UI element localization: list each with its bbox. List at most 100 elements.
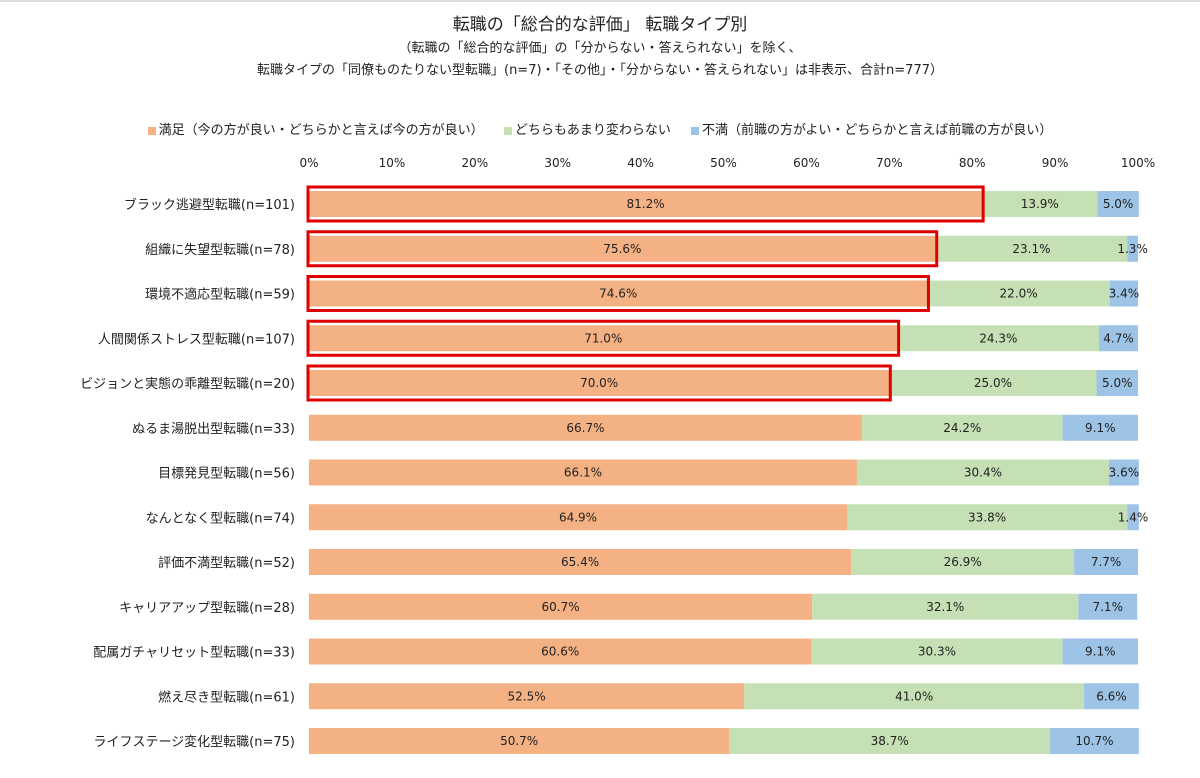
highlight-box: [306, 275, 930, 312]
highlight-box: [306, 364, 892, 402]
data-label: 32.1%: [926, 600, 964, 614]
bar-segment: [1074, 549, 1138, 575]
legend: 満足（今の方が良い・どちらかと言えば今の方が良い） どちらもあまり変わらない 不…: [0, 119, 1200, 138]
category-label: 目標発見型転職(n=56): [158, 467, 295, 482]
bar-segment: [309, 191, 983, 217]
bar-segment: [309, 549, 852, 575]
highlight-box: [306, 230, 939, 268]
bar-segment: [1108, 459, 1139, 486]
category-label: ブラック逃避型転職(n=101): [124, 197, 295, 213]
data-label: 6.6%: [1096, 689, 1127, 703]
data-label: 74.6%: [599, 287, 637, 301]
category-label: なんとなく型転職(n=74): [146, 511, 295, 526]
legend-swatch: [690, 126, 699, 135]
bar-segment: [861, 414, 1063, 441]
bar-segment: [1109, 280, 1138, 307]
data-label: 70.0%: [580, 376, 618, 390]
legend-label: どちらもあまり変わらない: [514, 123, 671, 138]
data-label: 3.4%: [1109, 287, 1140, 301]
data-label: 66.1%: [564, 466, 602, 480]
data-label: 10.7%: [1075, 734, 1113, 748]
x-tick-label: 70%: [876, 156, 903, 170]
bar-segment: [1127, 235, 1138, 262]
x-tick-label: 80%: [959, 156, 986, 170]
bar-segment: [309, 593, 813, 620]
bar-segment: [1084, 683, 1139, 710]
category-label: 燃え尽き型転職(n=61): [158, 689, 295, 705]
category-label: 人間関係ストレス型転職(n=107): [98, 332, 295, 347]
data-label: 24.2%: [943, 421, 981, 435]
x-tick-label: 100%: [1121, 156, 1155, 170]
data-label: 33.8%: [968, 510, 1006, 524]
bar-segment: [729, 728, 1051, 754]
category-label: ライフステージ変化型転職(n=75): [93, 734, 295, 750]
data-label: 30.4%: [964, 466, 1002, 480]
highlight-box: [306, 185, 985, 223]
x-tick-label: 60%: [793, 156, 820, 170]
data-label: 9.1%: [1085, 645, 1116, 659]
data-label: 7.1%: [1092, 600, 1123, 614]
legend-item-dissatisfied: 不満（前職の方がよい・どちらかと言えば前職の方が良い）: [690, 119, 1053, 138]
chart-subtitle-2: 転職タイプの「同僚ものたりない型転職」(n=7)・「その他」・「分からない・答え…: [257, 63, 943, 78]
bar-segment: [1078, 593, 1138, 620]
category-label: ぬるま湯脱出型転職(n=33): [132, 422, 295, 437]
bar-segment: [812, 593, 1079, 620]
bar-segment: [935, 235, 1128, 262]
x-tick-label: 10%: [379, 156, 406, 170]
bar-segment: [1062, 414, 1138, 441]
bar-segment: [1096, 370, 1138, 396]
bar-segment: [309, 370, 890, 396]
bar-segment: [1099, 325, 1138, 352]
legend-label: 不満（前職の方がよい・どちらかと言えば前職の方が良い）: [701, 123, 1053, 138]
x-tick-label: 90%: [1042, 156, 1069, 170]
bar-segment: [309, 414, 862, 441]
data-label: 23.1%: [1012, 242, 1050, 256]
bar-segment: [309, 683, 745, 710]
x-tick-label: 0%: [299, 156, 318, 170]
bar-segment: [309, 638, 812, 665]
bar-segment: [851, 549, 1075, 575]
x-tick-label: 40%: [627, 156, 654, 170]
bar-segment: [1097, 191, 1139, 217]
data-label: 24.3%: [979, 331, 1017, 345]
bar-segment: [309, 235, 936, 262]
data-label: 25.0%: [974, 376, 1012, 390]
chart-subtitle-1: （転職の「総合的な評価」の「分からない・答えられない」を除く、: [398, 41, 802, 56]
bar-segment: [1050, 728, 1139, 754]
legend-swatch: [503, 126, 512, 135]
data-label: 50.7%: [500, 734, 538, 748]
data-label: 4.7%: [1103, 331, 1134, 345]
legend-swatch: [147, 126, 156, 135]
bar-segment: [856, 459, 1109, 486]
data-label: 3.6%: [1109, 466, 1140, 480]
data-label: 22.0%: [1000, 287, 1038, 301]
data-label: 60.7%: [542, 600, 580, 614]
legend-item-neutral: どちらもあまり変わらない: [503, 119, 671, 138]
data-label: 30.3%: [918, 645, 956, 659]
data-label: 75.6%: [603, 242, 641, 256]
bar-segment: [309, 728, 730, 754]
category-label: ビジョンと実態の乖離型転職(n=20): [80, 376, 295, 392]
bar-segment: [847, 504, 1128, 531]
legend-label: 満足（今の方が良い・どちらかと言えば今の方が良い）: [158, 123, 484, 138]
chart-title: 転職の「総合的な評価」 転職タイプ別: [452, 15, 748, 35]
data-label: 5.0%: [1103, 197, 1134, 211]
x-tick-label: 50%: [710, 156, 737, 170]
data-label: 1.4%: [1118, 510, 1149, 524]
bar-segment: [309, 280, 928, 307]
category-label: 環境不適応型転職(n=59): [145, 287, 295, 303]
data-label: 38.7%: [871, 734, 909, 748]
data-label: 52.5%: [508, 689, 546, 703]
data-label: 60.6%: [541, 645, 579, 659]
bar-segment: [982, 191, 1098, 217]
bar-segment: [927, 280, 1110, 307]
bar-segment: [309, 459, 857, 486]
data-label: 26.9%: [944, 555, 982, 569]
bar-segment: [1127, 504, 1139, 531]
data-label: 13.9%: [1021, 197, 1059, 211]
data-label: 1.3%: [1117, 242, 1148, 256]
highlight-box: [306, 319, 901, 357]
bar-segment: [1062, 638, 1138, 665]
